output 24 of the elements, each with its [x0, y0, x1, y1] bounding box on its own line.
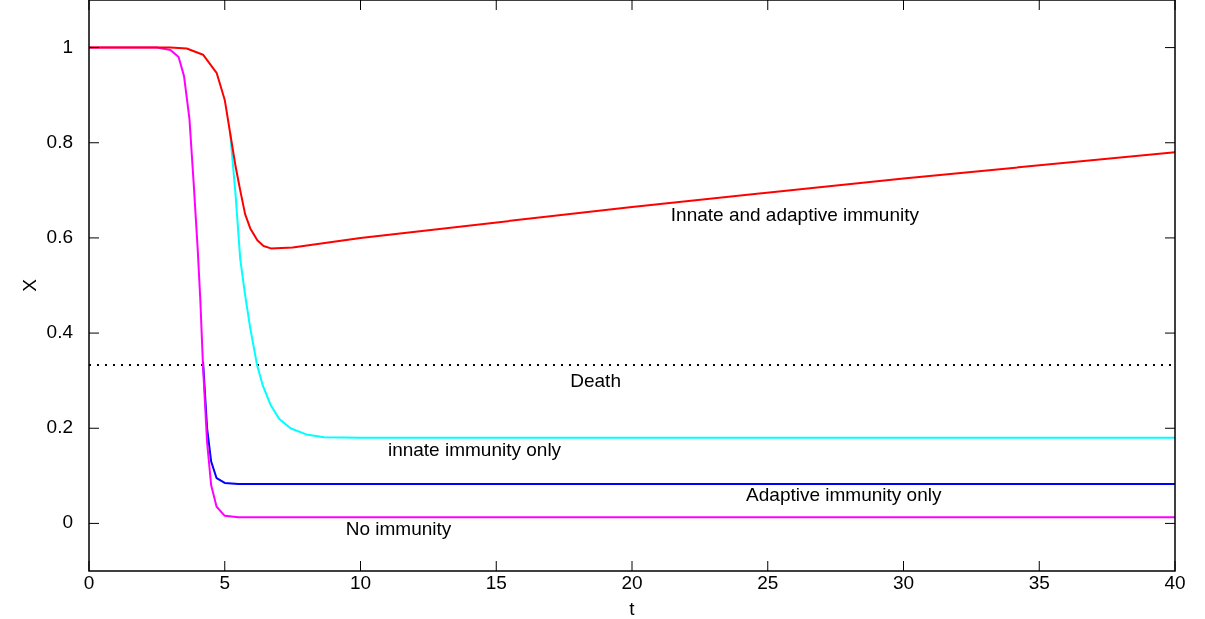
- line-series: [89, 46, 1175, 250]
- x-tick-label: 40: [1164, 572, 1186, 593]
- x-tick-label: 25: [757, 572, 779, 593]
- series-label: innate immunity only: [387, 438, 562, 460]
- y-tick-label: 0.8: [46, 130, 73, 152]
- x-tick-label: 30: [892, 572, 915, 593]
- y-tick-label: 0.2: [46, 416, 73, 438]
- y-tick-label: 0.4: [46, 321, 74, 343]
- series-label: Innate and adaptive immunity: [670, 203, 920, 225]
- y-tick-label: 1: [62, 35, 73, 57]
- x-tick-label: 15: [485, 572, 507, 593]
- ref-line-label: Death: [570, 369, 621, 391]
- x-tick-label: 0: [83, 572, 95, 593]
- x-tick-label: 10: [349, 572, 372, 593]
- y-tick-label: 0.6: [46, 225, 73, 247]
- y-tick-label: 0: [62, 511, 73, 533]
- x-axis-title: t: [629, 598, 636, 619]
- line-series: [229, 132, 1175, 439]
- series-label: No immunity: [345, 518, 452, 540]
- x-tick-label: 35: [1028, 572, 1050, 593]
- series-label: Adaptive immunity only: [746, 483, 942, 505]
- x-tick-label: 5: [219, 572, 231, 593]
- y-axis-title: X: [19, 278, 40, 292]
- x-tick-label: 20: [621, 572, 643, 593]
